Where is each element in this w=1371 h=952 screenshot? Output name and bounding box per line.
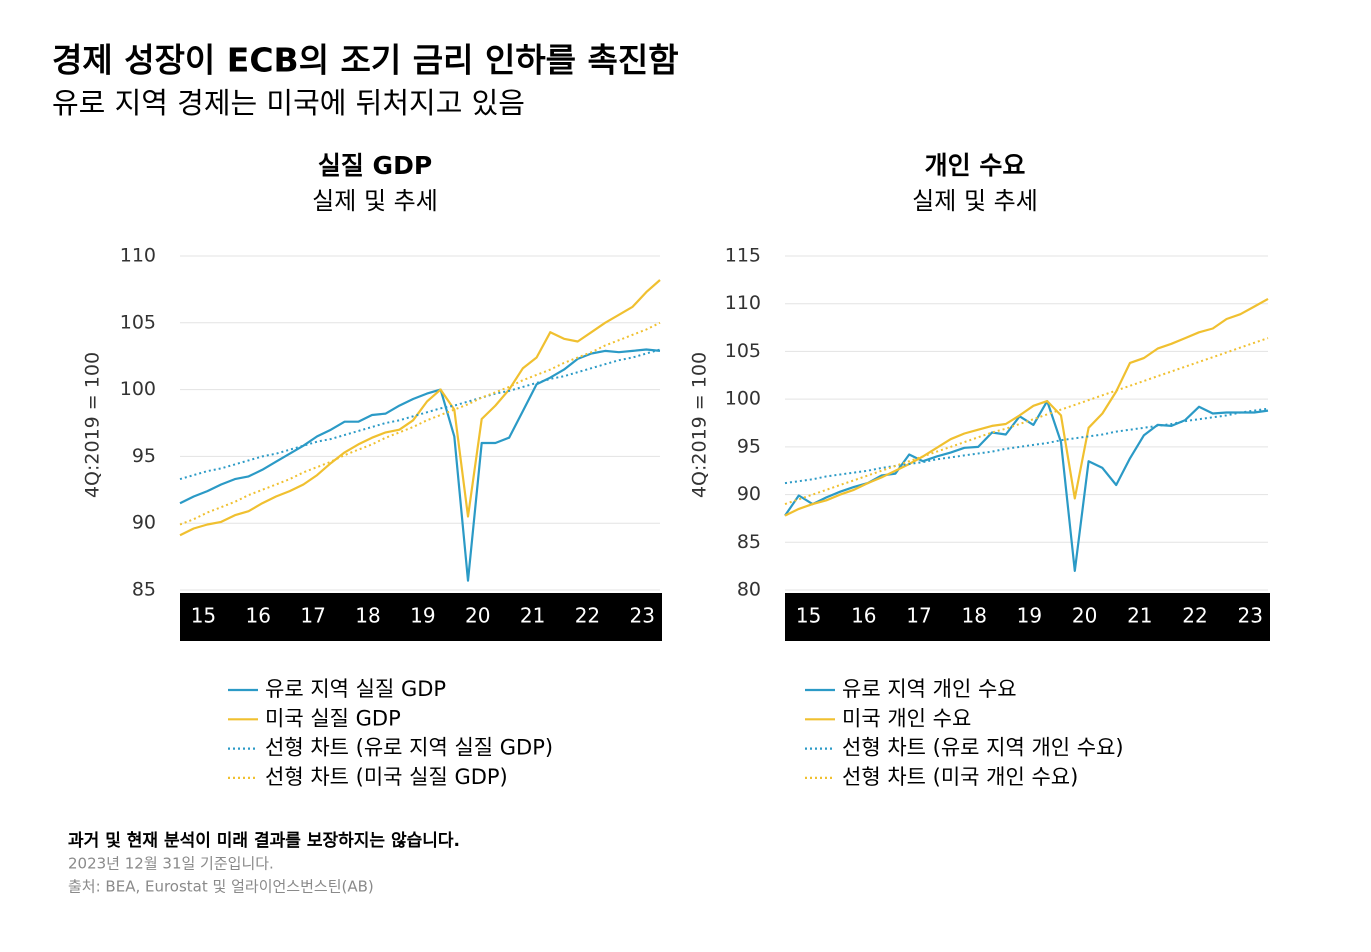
trend-line <box>784 407 1269 485</box>
x-tick-label: 19 <box>1017 604 1042 628</box>
x-tick-label: 23 <box>630 604 655 628</box>
legend-label: 미국 실질 GDP <box>265 706 401 730</box>
x-tick-label: 22 <box>1182 604 1207 628</box>
y-tick-label: 95 <box>737 435 761 457</box>
trend-line <box>179 321 661 526</box>
y-tick-label: 90 <box>737 483 761 505</box>
chart-subtitle: 실제 및 추세 <box>312 187 438 215</box>
x-tick-label: 20 <box>465 604 490 628</box>
y-tick-label: 115 <box>725 245 761 267</box>
y-tick-label: 110 <box>725 292 761 314</box>
y-tick-label: 95 <box>132 445 156 467</box>
legend-label: 선형 차트 (유로 지역 실질 GDP) <box>265 736 553 760</box>
y-axis-label: 4Q:2019 = 100 <box>689 352 711 498</box>
legend-label: 미국 개인 수요 <box>842 706 971 730</box>
x-tick-label: 18 <box>961 604 986 628</box>
x-axis-band <box>180 593 662 641</box>
x-tick-label: 21 <box>1127 604 1152 628</box>
x-tick-label: 23 <box>1237 604 1262 628</box>
x-tick-label: 22 <box>575 604 600 628</box>
x-tick-label: 18 <box>355 604 380 628</box>
legend-label: 선형 차트 (유로 지역 개인 수요) <box>842 736 1124 760</box>
data-line <box>179 279 661 537</box>
data-line <box>179 348 661 582</box>
y-tick-label: 110 <box>120 245 156 267</box>
y-tick-label: 105 <box>120 311 156 333</box>
chart-title: 개인 수요 <box>925 151 1026 180</box>
x-tick-label: 17 <box>906 604 931 628</box>
trend-line <box>784 337 1269 506</box>
x-tick-label: 19 <box>410 604 435 628</box>
chart-title: 실질 GDP <box>318 151 432 180</box>
y-tick-label: 100 <box>120 378 156 400</box>
x-tick-label: 15 <box>191 604 216 628</box>
x-axis-band <box>785 593 1270 641</box>
page-title: 경제 성장이 ECB의 조기 금리 인하를 촉진함 <box>52 41 679 80</box>
x-tick-label: 21 <box>520 604 545 628</box>
y-tick-label: 85 <box>132 579 156 601</box>
x-tick-label: 17 <box>300 604 325 628</box>
x-tick-label: 16 <box>246 604 271 628</box>
legend-label: 유로 지역 실질 GDP <box>265 677 446 701</box>
y-tick-label: 85 <box>737 531 761 553</box>
y-tick-label: 105 <box>725 340 761 362</box>
y-tick-label: 80 <box>737 579 761 601</box>
footnote: 과거 및 현재 분석이 미래 결과를 보장하지는 않습니다. <box>68 831 460 851</box>
legend-label: 유로 지역 개인 수요 <box>842 677 1017 701</box>
legend-label: 선형 차트 (미국 실질 GDP) <box>265 765 508 789</box>
date-note: 2023년 12월 31일 기준입니다. <box>68 855 274 873</box>
page-subtitle: 유로 지역 경제는 미국에 뒤처지고 있음 <box>52 86 525 120</box>
y-axis-label: 4Q:2019 = 100 <box>82 352 104 498</box>
y-tick-label: 100 <box>725 388 761 410</box>
x-tick-label: 16 <box>851 604 876 628</box>
legend-label: 선형 차트 (미국 개인 수요) <box>842 765 1078 789</box>
x-tick-label: 15 <box>796 604 821 628</box>
chart-subtitle: 실제 및 추세 <box>912 187 1038 215</box>
y-tick-label: 90 <box>132 512 156 534</box>
source: 출처: BEA, Eurostat 및 얼라이언스번스틴(AB) <box>68 878 374 896</box>
data-line <box>784 297 1269 517</box>
x-tick-label: 20 <box>1072 604 1097 628</box>
